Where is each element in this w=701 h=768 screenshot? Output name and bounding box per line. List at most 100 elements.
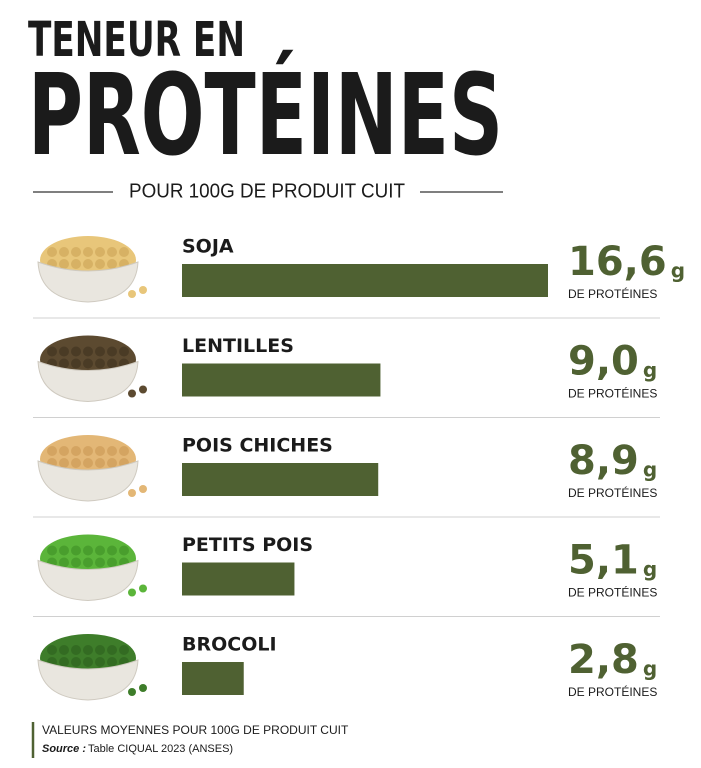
category-label: BROCOLI bbox=[182, 634, 277, 656]
food-piece bbox=[139, 286, 147, 294]
food-piece bbox=[47, 645, 57, 655]
food-piece bbox=[71, 657, 81, 667]
source: Table CIQUAL 2023 (ANSES) bbox=[88, 743, 233, 755]
bar bbox=[182, 463, 379, 496]
food-piece bbox=[119, 645, 129, 655]
food-piece bbox=[59, 458, 69, 468]
food-piece bbox=[71, 645, 81, 655]
unit-label: g bbox=[643, 358, 657, 382]
bowl bbox=[37, 559, 139, 602]
food-piece bbox=[59, 446, 69, 456]
unit-label: g bbox=[643, 458, 657, 482]
food-piece bbox=[95, 645, 105, 655]
food-piece bbox=[59, 657, 69, 667]
food-piece bbox=[47, 446, 57, 456]
category-label: SOJA bbox=[182, 236, 234, 258]
food-piece bbox=[83, 446, 93, 456]
unit-label: g bbox=[643, 657, 657, 681]
food-piece bbox=[83, 657, 93, 667]
food-piece bbox=[83, 545, 93, 556]
food-piece bbox=[128, 688, 136, 696]
value-label: 2,8 bbox=[568, 637, 639, 683]
bowl bbox=[37, 659, 139, 701]
food-piece bbox=[59, 346, 69, 357]
food-piece bbox=[95, 247, 105, 257]
food-piece bbox=[119, 247, 129, 257]
value-label: 16,6 bbox=[568, 239, 667, 285]
food-piece bbox=[71, 557, 81, 568]
food-piece bbox=[139, 385, 147, 394]
food-piece bbox=[95, 446, 105, 456]
unit-label: g bbox=[671, 259, 685, 283]
food-piece bbox=[107, 446, 117, 456]
food-piece bbox=[107, 346, 117, 357]
category-label: POIS CHICHES bbox=[182, 435, 333, 457]
food-piece bbox=[119, 346, 129, 357]
food-piece bbox=[95, 557, 105, 568]
food-piece bbox=[95, 358, 105, 369]
food-piece bbox=[83, 259, 93, 269]
food-piece bbox=[128, 489, 136, 497]
food-piece bbox=[95, 346, 105, 357]
food-piece bbox=[83, 458, 93, 468]
food-piece bbox=[119, 446, 129, 456]
unit-caption: DE PROTÉINES bbox=[568, 386, 657, 401]
unit-caption: DE PROTÉINES bbox=[568, 684, 657, 699]
bowl bbox=[37, 360, 139, 403]
food-piece bbox=[107, 557, 117, 568]
food-piece bbox=[59, 259, 69, 269]
food-piece bbox=[95, 545, 105, 556]
food-piece bbox=[95, 458, 105, 468]
food-piece bbox=[107, 657, 117, 667]
food-piece bbox=[71, 545, 81, 556]
chart-title-emphasis: PROTÉINES bbox=[28, 49, 503, 181]
food-piece bbox=[59, 247, 69, 257]
food-piece bbox=[107, 645, 117, 655]
food-piece bbox=[47, 346, 57, 357]
bar bbox=[182, 662, 244, 695]
food-piece bbox=[59, 645, 69, 655]
food-piece bbox=[107, 358, 117, 369]
category-label: PETITS POIS bbox=[182, 534, 313, 556]
unit-label: g bbox=[643, 557, 657, 581]
food-piece bbox=[83, 557, 93, 568]
food-piece bbox=[139, 684, 147, 692]
value-label: 5,1 bbox=[568, 538, 639, 584]
food-piece bbox=[128, 389, 136, 398]
food-piece bbox=[128, 290, 136, 298]
food-piece bbox=[59, 557, 69, 568]
food-piece bbox=[83, 358, 93, 369]
bowl bbox=[37, 460, 139, 502]
bar bbox=[182, 264, 548, 297]
food-piece bbox=[128, 588, 136, 597]
food-piece bbox=[47, 545, 57, 556]
food-piece bbox=[71, 346, 81, 357]
food-piece bbox=[139, 485, 147, 493]
subtitle: POUR 100G DE PRODUIT CUIT bbox=[129, 180, 405, 202]
food-piece bbox=[107, 259, 117, 269]
unit-caption: DE PROTÉINES bbox=[568, 485, 657, 500]
food-piece bbox=[83, 346, 93, 357]
food-piece bbox=[107, 545, 117, 556]
food-piece bbox=[83, 247, 93, 257]
footnote: VALEURS MOYENNES POUR 100G DE PRODUIT CU… bbox=[42, 723, 349, 737]
food-piece bbox=[83, 645, 93, 655]
bowl bbox=[37, 261, 139, 303]
food-piece bbox=[71, 247, 81, 257]
food-piece bbox=[119, 545, 129, 556]
food-piece bbox=[71, 458, 81, 468]
food-piece bbox=[107, 247, 117, 257]
food-piece bbox=[95, 259, 105, 269]
value-label: 8,9 bbox=[568, 438, 639, 484]
food-piece bbox=[47, 247, 57, 257]
source-label: Source : bbox=[42, 743, 86, 755]
food-piece bbox=[95, 657, 105, 667]
bar bbox=[182, 363, 381, 397]
food-piece bbox=[107, 458, 117, 468]
food-piece bbox=[59, 358, 69, 369]
value-label: 9,0 bbox=[568, 339, 639, 385]
food-piece bbox=[139, 584, 147, 593]
food-piece bbox=[59, 545, 69, 556]
unit-caption: DE PROTÉINES bbox=[568, 585, 657, 600]
